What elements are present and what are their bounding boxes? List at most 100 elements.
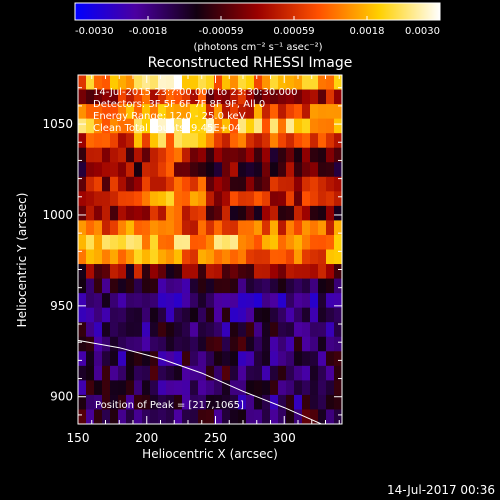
heatmap-cell	[270, 133, 279, 149]
heatmap-cell	[110, 409, 119, 424]
heatmap-cell	[214, 176, 223, 192]
colorbar-tick-label: -0.0018	[129, 26, 168, 37]
heatmap-cell	[254, 293, 263, 309]
heatmap-cell	[198, 409, 207, 424]
x-tick-label: 200	[135, 431, 158, 445]
heatmap-cell	[126, 191, 135, 207]
heatmap-cell	[334, 162, 342, 178]
heatmap-cell	[214, 351, 223, 367]
heatmap-cell	[254, 249, 263, 265]
heatmap-cell	[318, 118, 327, 134]
heatmap-cell	[326, 336, 335, 352]
heatmap-cell	[86, 409, 95, 424]
heatmap-cell	[294, 278, 303, 294]
heatmap-cell	[118, 351, 127, 367]
heatmap-cell	[126, 205, 135, 222]
heatmap-cell	[182, 351, 191, 367]
heatmap-cell	[166, 322, 175, 338]
heatmap-cell	[334, 220, 342, 236]
heatmap-cell	[294, 293, 303, 309]
heatmap-cell	[182, 104, 191, 120]
heatmap-cell	[278, 104, 287, 120]
heatmap-cell	[142, 162, 151, 178]
heatmap-cell	[126, 365, 135, 381]
heatmap-cell	[198, 162, 207, 178]
heatmap-cell	[94, 75, 103, 91]
heatmap-cell	[302, 89, 311, 105]
heatmap-cell	[286, 205, 295, 222]
heatmap-cell	[118, 264, 127, 280]
heatmap-cell	[198, 394, 207, 411]
axes-ticks: 150 200 250 300 900 950 1000 1050	[42, 75, 342, 445]
heatmap-cell	[126, 409, 135, 424]
annotation-clean-counts: Clean Total counts: 9.45E+04	[93, 123, 241, 134]
heatmap-cell	[94, 293, 103, 309]
heatmap-cell	[222, 264, 231, 280]
heatmap-cell	[150, 234, 159, 251]
footer-date: 14-Jul-2017 00:36	[387, 483, 495, 497]
heatmap-cell	[222, 394, 231, 411]
heatmap-cell	[246, 176, 255, 192]
heatmap-cell	[118, 365, 127, 381]
solar-limb-curve	[78, 339, 323, 424]
heatmap-cell	[126, 264, 135, 280]
heatmap-cell	[78, 394, 87, 411]
colorbar-tick-label: 0.0030	[405, 26, 440, 37]
heatmap-cell	[238, 89, 247, 105]
heatmap-cell	[294, 234, 303, 251]
heatmap-cell	[78, 380, 87, 396]
heatmap-cell	[262, 234, 271, 251]
heatmap-cell	[94, 147, 103, 163]
heatmap-cell	[142, 293, 151, 309]
heatmap-cell	[150, 264, 159, 280]
heatmap-cell	[86, 365, 95, 381]
heatmap-cell	[78, 220, 87, 236]
heatmap-cell	[134, 380, 143, 396]
heatmap-cell	[94, 220, 103, 236]
heatmap-cell	[94, 307, 103, 323]
heatmap-cell	[150, 351, 159, 367]
heatmap-cell	[174, 234, 183, 251]
heatmap-cell	[206, 162, 215, 178]
heatmap-cell	[166, 249, 175, 265]
heatmap-cell	[310, 307, 319, 323]
heatmap-cell	[174, 133, 183, 149]
heatmap-cell	[206, 409, 215, 424]
heatmap-cell	[190, 133, 199, 149]
heatmap-cell	[214, 191, 223, 207]
heatmap-cell	[238, 394, 247, 411]
heatmap-cell	[222, 409, 231, 424]
heatmap-cell	[334, 278, 342, 294]
heatmap-cell	[150, 162, 159, 178]
heatmap-cell	[182, 220, 191, 236]
heatmap-cell	[214, 234, 223, 251]
heatmap-cell	[182, 162, 191, 178]
heatmap-cell	[110, 205, 119, 222]
heatmap-cell	[310, 104, 319, 120]
heatmap-cell	[142, 176, 151, 192]
heatmap-cell	[102, 234, 111, 251]
heatmap-cell	[134, 307, 143, 323]
heatmap-cell	[302, 205, 311, 222]
heatmap-cell	[198, 147, 207, 163]
heatmap-cell	[118, 205, 127, 222]
heatmap-cell	[270, 409, 279, 424]
heatmap-cell	[190, 351, 199, 367]
heatmap-cell	[110, 249, 119, 265]
heatmap-cell	[262, 75, 271, 91]
heatmap-cell	[190, 293, 199, 309]
heatmap-cell	[238, 365, 247, 381]
heatmap-cell	[302, 380, 311, 396]
heatmap-cell	[182, 293, 191, 309]
heatmap-cell	[238, 147, 247, 163]
heatmap-cell	[78, 322, 87, 338]
heatmap-cell	[190, 234, 199, 251]
heatmap-cell	[270, 293, 279, 309]
heatmap-cell	[302, 322, 311, 338]
heatmap-cell	[238, 234, 247, 251]
heatmap-cell	[318, 104, 327, 120]
heatmap-cell	[102, 293, 111, 309]
heatmap-cell	[126, 133, 135, 149]
heatmap-cell	[230, 75, 239, 91]
heatmap-cell	[182, 278, 191, 294]
